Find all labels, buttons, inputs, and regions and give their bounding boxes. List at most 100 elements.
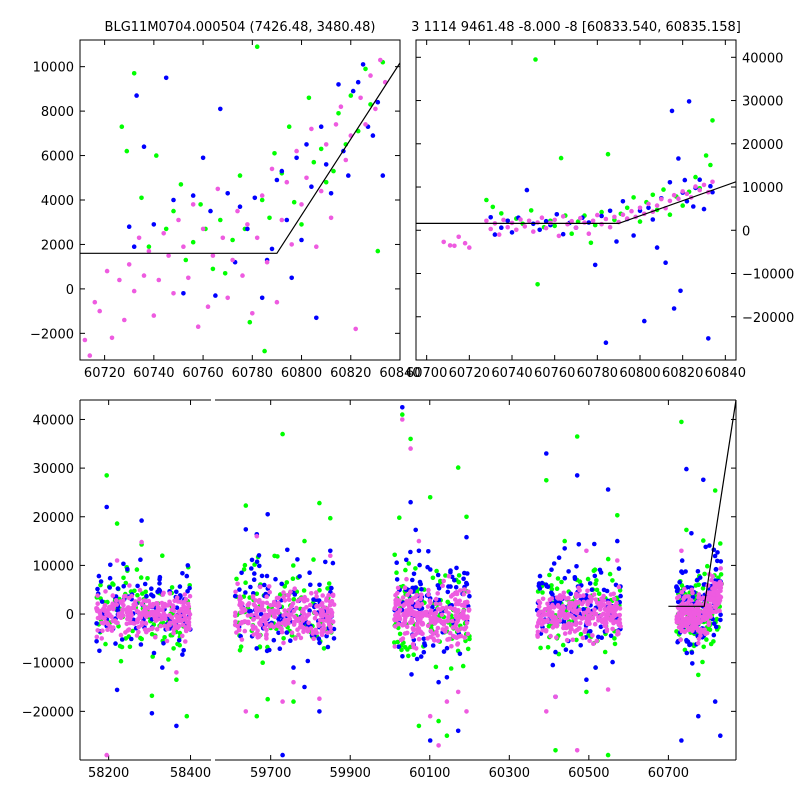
x-tick-label: 60820 [662,366,703,381]
magenta-point [141,273,147,278]
green-point [708,641,714,647]
green-point [434,568,439,574]
magenta-point [154,627,160,632]
magenta-point [95,593,100,598]
blue-point [271,637,277,643]
magenta-point [501,217,506,223]
magenta-point [144,614,149,620]
magenta-point [251,617,256,622]
green-point [392,552,398,558]
green-outlier [696,672,701,678]
blue-outlier [408,499,413,505]
magenta-point [444,625,449,631]
magenta-point [594,638,599,644]
magenta-point [259,193,265,198]
magenta-point [461,616,467,621]
magenta-point [284,179,290,185]
green-point [547,572,552,578]
blue-point [536,581,542,586]
y-tick-label: 10000 [742,181,783,196]
magenta-point [290,601,296,606]
green-point [291,597,297,602]
blue-point [417,562,422,568]
magenta-point [267,608,272,613]
magenta-point [333,122,339,127]
magenta-point [418,596,424,601]
blue-point [592,573,598,579]
blue-point [138,642,144,647]
blue-point [144,593,149,599]
magenta-point [715,596,720,602]
magenta-point [142,627,148,632]
blue-point [157,588,163,593]
magenta-point [462,587,467,592]
green-outlier [605,752,611,758]
magenta-point [545,617,550,623]
magenta-point [457,598,463,604]
magenta-point [262,615,268,621]
magenta-point [309,591,314,596]
magenta-point [617,612,622,618]
magenta-point [433,596,439,602]
magenta-point [253,625,258,630]
magenta-point [556,596,561,601]
magenta-point [181,244,186,249]
magenta-point [269,166,275,172]
green-point [262,348,267,354]
green-point [499,211,504,216]
blue-point [614,239,619,244]
blue-point [121,561,126,567]
magenta-point [264,600,270,606]
blue-point [682,177,688,183]
magenta-point [717,608,722,614]
magenta-point [187,593,193,599]
magenta-point [683,594,688,599]
magenta-outlier [574,748,580,753]
green-point [218,217,223,223]
magenta-point [455,642,460,647]
blue-point [712,553,718,559]
magenta-point [693,184,698,189]
magenta-point [564,637,570,643]
magenta-point [323,142,329,147]
magenta-point [169,607,174,613]
magenta-point [156,277,162,283]
magenta-point [282,608,288,613]
blue-point [453,585,459,590]
blue-point [572,575,578,580]
magenta-point [689,605,695,611]
magenta-point [289,242,295,247]
magenta-outlier [584,548,589,554]
blue-point [545,584,551,589]
magenta-point [566,611,571,617]
magenta-point [447,630,453,636]
magenta-point [301,629,306,635]
blue-point [718,612,723,617]
blue-point [305,658,311,664]
blue-point [663,260,668,266]
blue-point [684,650,690,656]
magenta-point [456,234,462,240]
magenta-point [462,627,468,632]
green-outlier [701,538,706,543]
magenta-point [294,148,299,154]
magenta-point [296,616,302,621]
magenta-point [275,604,281,609]
y-tick-label: 2000 [41,238,74,253]
magenta-point [401,603,406,609]
x-tick-label: 60740 [133,366,174,381]
blue-point [690,661,695,666]
blue-point [163,75,169,81]
blue-outlier [679,738,684,743]
magenta-point [554,623,560,629]
green-point [291,563,296,568]
magenta-point [526,218,532,224]
magenta-point [161,231,166,236]
magenta-point [363,122,368,127]
magenta-point [373,106,378,112]
magenta-outlier [464,709,469,714]
green-point [171,646,176,651]
green-point [348,93,354,98]
y-tick-label: 0 [66,608,74,623]
